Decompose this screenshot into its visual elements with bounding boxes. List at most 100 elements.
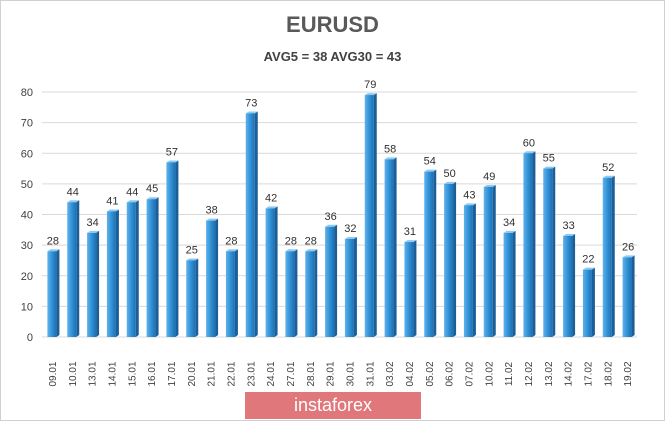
x-tick-label: 06.02 (445, 361, 456, 386)
data-label: 42 (265, 192, 277, 204)
bar-top (206, 218, 219, 221)
bar-top (483, 184, 496, 187)
data-label: 25 (186, 244, 198, 256)
y-tick-label: 60 (21, 148, 33, 160)
bar-side (254, 111, 258, 337)
data-label: 44 (126, 186, 138, 198)
bar (106, 211, 116, 337)
data-label: 28 (225, 235, 237, 247)
x-tick-label: 13.01 (88, 361, 99, 386)
x-tick-label: 21.01 (207, 361, 218, 386)
bar-side (274, 206, 278, 337)
bar-top (503, 230, 516, 233)
bar-side (135, 200, 139, 337)
x-tick-label: 16.01 (147, 361, 158, 386)
x-tick-label: 18.02 (603, 361, 614, 386)
data-label: 26 (622, 241, 634, 253)
data-label: 57 (166, 146, 178, 158)
data-label: 36 (324, 211, 336, 223)
bar (582, 269, 592, 337)
bar (265, 208, 275, 337)
bar-top (622, 255, 635, 258)
x-tick-label: 10.02 (484, 361, 495, 386)
bar-side (56, 249, 60, 337)
bar-top (225, 249, 238, 252)
bar-side (294, 249, 298, 337)
bar-top (325, 224, 338, 227)
bar-top (146, 197, 159, 200)
bar-top (404, 240, 417, 243)
y-tick-label: 30 (21, 240, 33, 252)
bar (245, 113, 255, 337)
chart-title: EURUSD (286, 12, 379, 37)
bar (622, 257, 632, 337)
bar-side (572, 233, 576, 337)
bar-side (155, 197, 159, 337)
bar-top (47, 249, 60, 252)
data-label: 60 (523, 137, 535, 149)
x-tick-label: 05.02 (425, 361, 436, 386)
bar-top (186, 258, 199, 261)
bar-side (393, 157, 397, 337)
x-tick-label: 07.02 (464, 361, 475, 386)
data-label: 55 (543, 153, 555, 165)
bar-side (433, 169, 437, 337)
data-label: 49 (483, 171, 495, 183)
x-tick-label: 17.01 (167, 361, 178, 386)
y-tick-label: 40 (21, 210, 33, 222)
bar (503, 232, 513, 337)
bar-top (126, 200, 139, 203)
x-tick-label: 22.01 (226, 361, 237, 386)
bar (325, 226, 335, 337)
x-tick-label: 11.02 (504, 361, 515, 386)
bar (483, 186, 493, 337)
brand-logo: instaforex (245, 392, 421, 419)
data-label: 43 (463, 189, 475, 201)
x-tick-label: 04.02 (405, 361, 416, 386)
bar (602, 177, 612, 337)
y-tick-label: 70 (21, 118, 33, 130)
bar-top (67, 200, 80, 203)
bar-side (453, 181, 457, 337)
bar-side (611, 175, 615, 337)
bar-side (631, 255, 635, 337)
bar (87, 232, 97, 337)
x-tick-label: 09.01 (48, 361, 59, 386)
data-label: 41 (106, 195, 118, 207)
bar-side (195, 258, 199, 337)
bar (463, 205, 473, 337)
bar-top (344, 237, 357, 239)
bar-side (76, 200, 80, 337)
x-tick-label: 28.01 (306, 361, 317, 386)
data-label: 31 (404, 226, 416, 238)
bar-top (463, 203, 476, 206)
bar-side (353, 237, 357, 337)
data-label: 79 (364, 79, 376, 91)
bar-top (285, 249, 298, 252)
y-tick-label: 10 (21, 301, 33, 313)
bar-top (305, 249, 318, 252)
bar-top (106, 209, 119, 212)
bar-top (87, 230, 100, 233)
data-label: 22 (582, 254, 594, 266)
data-label: 54 (424, 156, 436, 168)
data-label: 50 (443, 168, 455, 180)
x-tick-label: 31.01 (365, 361, 376, 386)
bar-side (234, 249, 238, 337)
x-tick-label: 15.01 (127, 361, 138, 386)
data-label: 28 (47, 235, 59, 247)
y-tick-label: 0 (27, 332, 33, 344)
x-tick-label: 27.01 (286, 361, 297, 386)
data-label: 34 (86, 217, 98, 229)
x-tick-label: 03.02 (385, 361, 396, 386)
bar-top (265, 206, 278, 209)
bar (384, 159, 394, 337)
y-tick-label: 80 (21, 87, 33, 99)
bar (424, 171, 434, 337)
data-label: 34 (503, 217, 515, 229)
bar-side (472, 203, 476, 337)
bar-side (175, 160, 179, 337)
x-tick-label: 12.02 (524, 361, 535, 386)
bar-side (115, 209, 119, 337)
